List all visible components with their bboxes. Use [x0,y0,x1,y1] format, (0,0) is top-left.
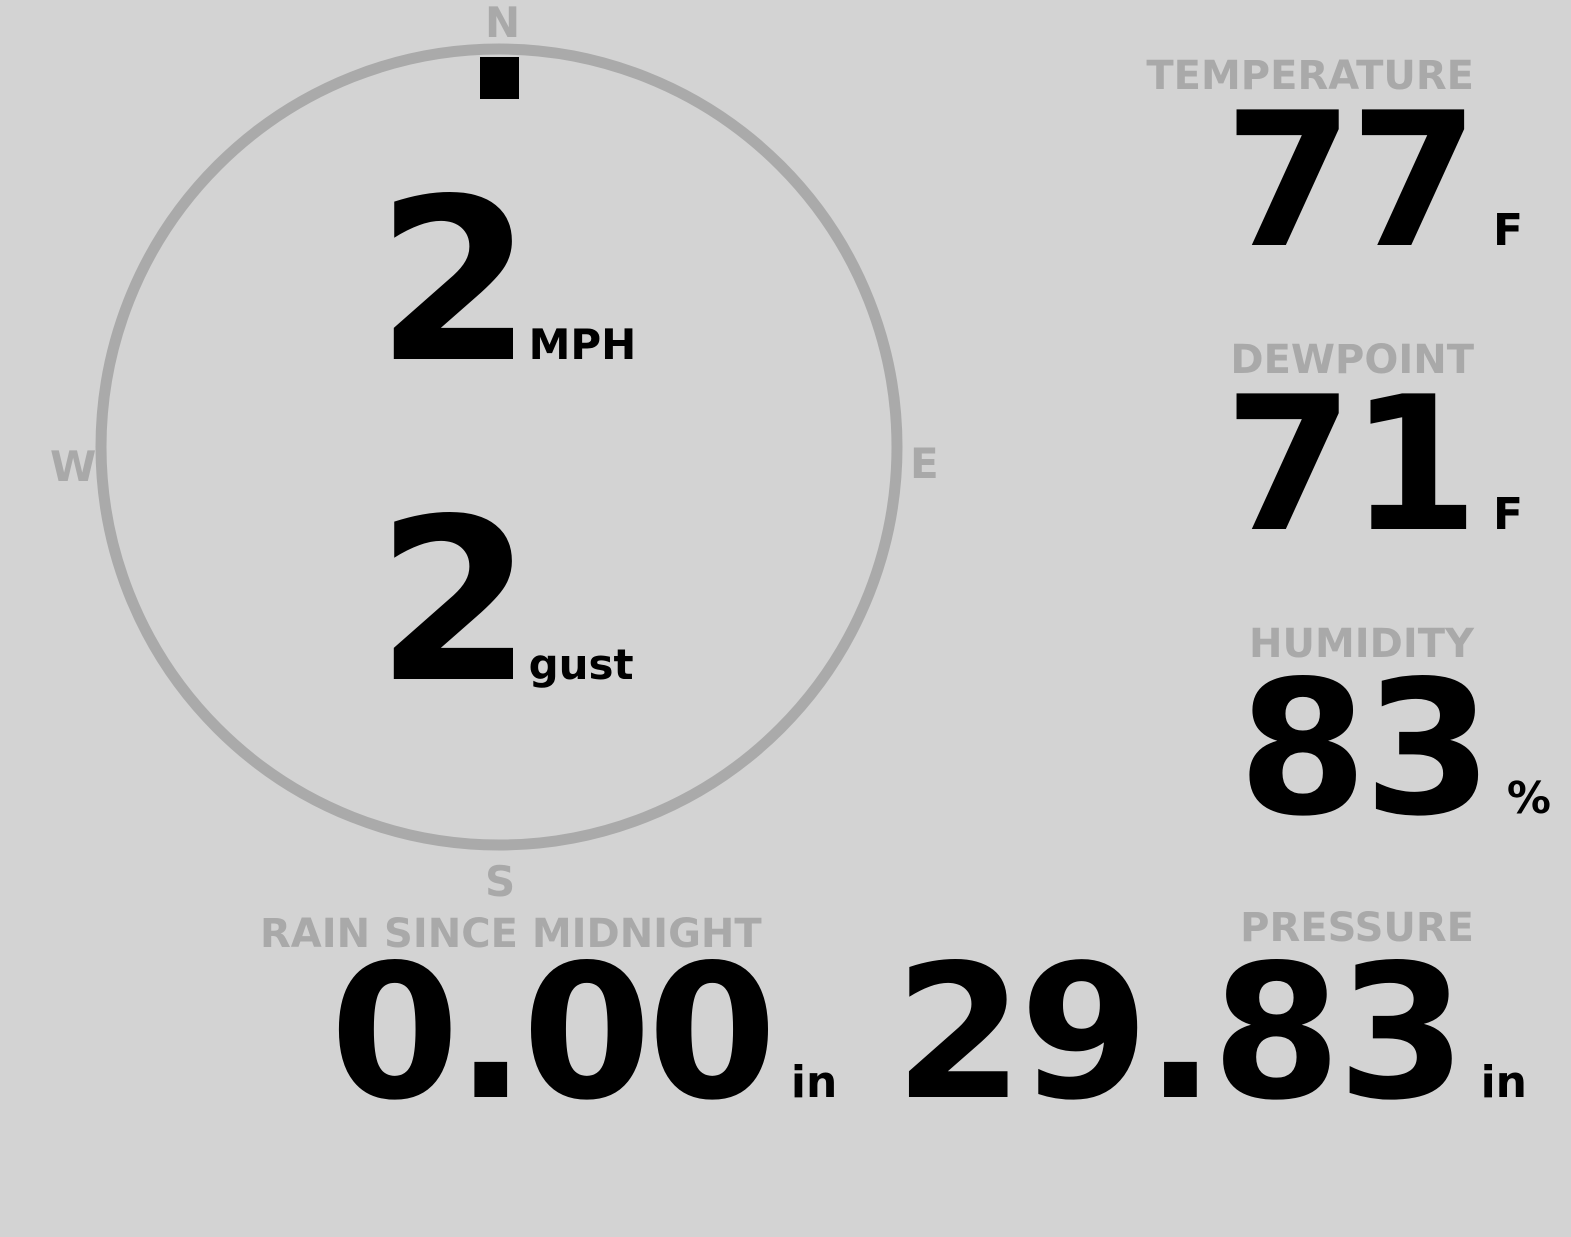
wind-gust: 2gust [376,490,634,715]
rain-reading: 0.00 in [330,940,837,1126]
wind-speed-unit: MPH [528,320,637,369]
compass-south: S [485,857,516,906]
compass-east: E [910,439,939,488]
temperature-label: TEMPERATURE [1146,53,1474,99]
dewpoint-reading: 71 F [1224,372,1523,558]
dewpoint-unit: F [1492,489,1523,540]
compass-ring [95,43,903,851]
wind-compass [95,43,903,851]
wind-speed-value: 2 [376,151,533,413]
temperature-unit: F [1492,205,1523,256]
humidity-value: 83 [1238,640,1493,857]
wind-speed: 2MPH [376,170,636,395]
humidity-unit: % [1506,773,1551,824]
wind-gust-unit: gust [528,640,634,689]
pressure-reading: 29.83 in [894,940,1527,1126]
pressure-unit: in [1480,1057,1527,1108]
rain-unit: in [790,1057,838,1108]
compass-west: W [50,442,97,491]
wind-gust-value: 2 [376,471,533,733]
rain-value: 0.00 [330,924,777,1141]
pressure-value: 29.83 [894,924,1466,1141]
pressure-label: PRESSURE [1240,905,1474,951]
dewpoint-label: DEWPOINT [1230,337,1474,383]
compass-north: N [485,0,521,47]
temperature-reading: 77 F [1224,88,1523,274]
dewpoint-value: 71 [1224,356,1479,573]
rain-label: RAIN SINCE MIDNIGHT [260,911,762,957]
humidity-label: HUMIDITY [1249,621,1474,667]
temperature-value: 77 [1224,72,1479,289]
humidity-reading: 83% [1238,656,1551,842]
wind-direction-marker [480,57,519,99]
